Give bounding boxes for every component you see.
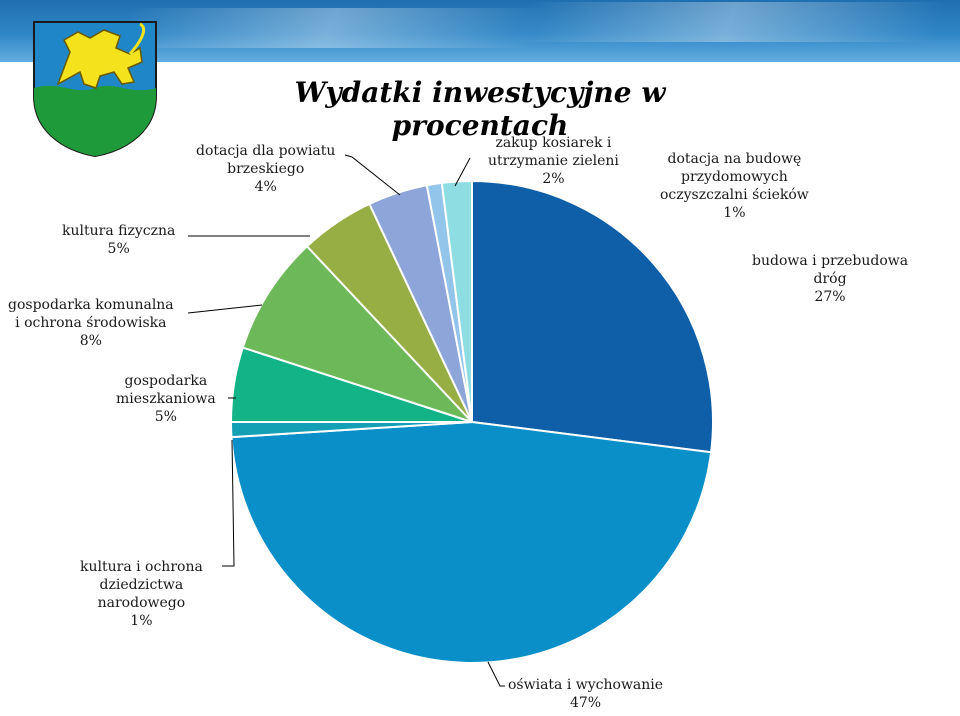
leader-line-county [344,154,401,196]
coat-of-arms-icon [33,21,157,158]
pie-slice-4 [241,244,473,423]
label-culture: kultura i ochrona dziedzictwa narodowego 1% [80,559,203,629]
leader-line-mowers [454,157,471,187]
label-mowers: zakup kosiarek i utrzymanie zieleni 2% [488,135,619,187]
leader-line-education [487,661,505,687]
label-sport: kultura fizyczna 5% [62,223,176,257]
label-sewage: dotacja na budowę przydomowych oczyszczaln… [660,151,809,221]
label-communal: gospodarka komunalna i ochrona środowiska… [8,297,174,349]
label-roads: budowa i przebudowa dróg 27% [752,253,909,305]
pie-slice-1 [230,420,713,664]
label-county: dotacja dla powiatu brzeskiego 4% [196,143,336,195]
header-band [0,0,960,62]
label-education: oświata i wychowanie 47% [508,677,664,711]
chart-title: Wydatki inwestycyjne w procentach [294,76,666,142]
label-housing: gospodarka mieszkaniowa 5% [116,373,216,425]
leader-line-culture [222,439,235,567]
pie-slice-0 [471,179,714,454]
leader-line-communal [187,304,263,314]
